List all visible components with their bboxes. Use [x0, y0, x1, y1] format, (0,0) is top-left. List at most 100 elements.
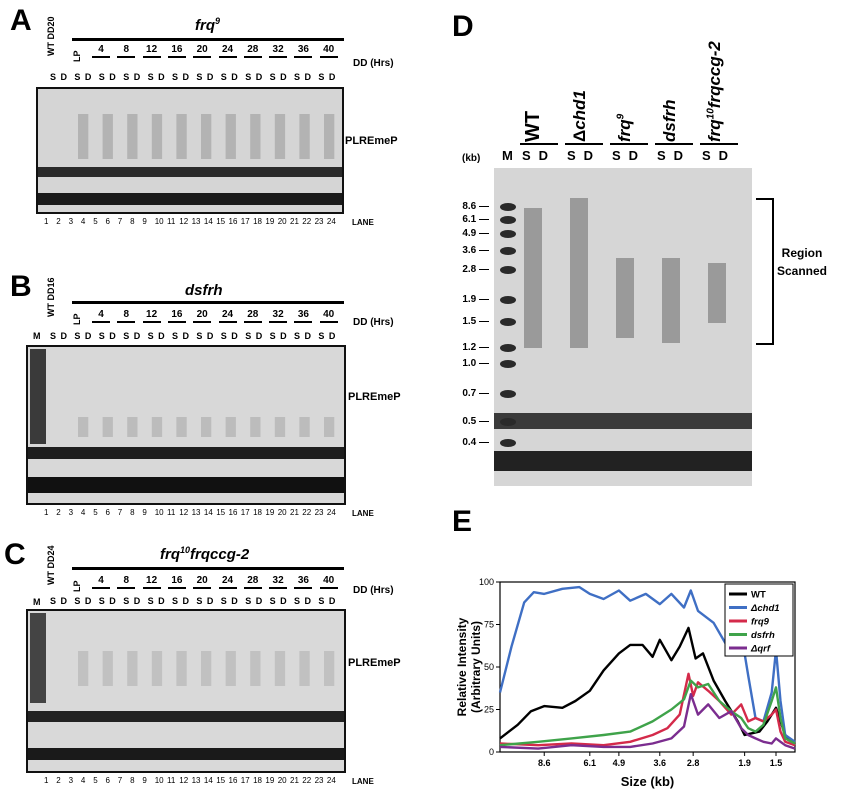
- hour-label: 4: [90, 575, 112, 589]
- sd-pair-label: S D: [269, 331, 288, 341]
- legend-label: WT: [751, 590, 766, 601]
- blot-smear: [250, 417, 261, 437]
- panel-b-marker-label: M: [33, 331, 41, 341]
- blot-smear: [102, 417, 113, 437]
- lane-number: 20: [277, 776, 287, 785]
- sd-pair-label: S D: [269, 72, 288, 82]
- lane-number: 19: [265, 508, 275, 517]
- panel-d-kb-label: (kb): [462, 153, 481, 164]
- lane-number: 13: [191, 217, 201, 226]
- lane-number: 2: [56, 776, 61, 785]
- hour-label: 40: [318, 44, 340, 58]
- panel-a-lane-numbers: 1 2 3 4 5 6 7 8 9 10 11 12 13 14 15 16 17 18 19 20 21 22 23 24: [44, 217, 344, 227]
- panel-a-letter: A: [10, 4, 32, 37]
- panel-d-smear: [662, 258, 680, 343]
- lane-number: 3: [68, 217, 74, 226]
- sd-pair-label: S D: [172, 331, 191, 341]
- lane-number: 7: [117, 217, 123, 226]
- x-tick-label: 3.6: [654, 758, 667, 768]
- panel-d-smear: [570, 198, 588, 348]
- blot-smear: [151, 651, 163, 686]
- sd-pair-label: S D: [220, 72, 239, 82]
- blot-smear: [176, 417, 187, 437]
- sd-pair-label: S D: [318, 72, 337, 82]
- lane-number: 17: [240, 217, 250, 226]
- blot-smear: [151, 417, 163, 437]
- lane-number: 1: [44, 508, 49, 517]
- lane-number: 10: [154, 217, 164, 226]
- lane-number: 6: [105, 217, 110, 226]
- hour-label: 40: [318, 575, 340, 589]
- panel-b-lane-numbers: 1 2 3 4 5 6 7 8 9 10 11 12 13 14 15 16 17 18 19 20 21 22 23 24: [44, 508, 344, 518]
- panel-e-letter: E: [452, 505, 473, 538]
- lane-number: 14: [203, 776, 213, 785]
- hour-label: 12: [141, 44, 163, 58]
- panel-c-strain-label: frq10frqccg-2: [160, 545, 250, 563]
- panel-c-lp-label: LP: [72, 580, 82, 592]
- panel-c-probe-label: PLREmeP: [348, 657, 401, 669]
- hour-label: 40: [318, 309, 340, 323]
- y-tick-label: 100: [479, 577, 494, 587]
- lane-number: 7: [117, 776, 123, 785]
- lane-number: 22: [302, 217, 312, 226]
- series-line-dsfrh: [499, 679, 796, 747]
- sd-pair-label: S D: [98, 596, 117, 606]
- panel-d-size-label: 0.5 —: [462, 416, 489, 427]
- lane-number: 11: [167, 776, 176, 785]
- panel-d-sd-pair: SD: [702, 148, 737, 163]
- sd-pair-label: S D: [269, 596, 288, 606]
- legend-label: Δchd1: [750, 603, 780, 614]
- panel-d-strain-label: frq9: [615, 113, 634, 142]
- panel-d-sd-pair: SD: [522, 148, 557, 163]
- panel-d-blot-image: [494, 168, 752, 486]
- sd-pair-label: S D: [196, 331, 215, 341]
- sd-pair-label: S D: [123, 72, 142, 82]
- lane-number: 18: [253, 508, 262, 517]
- sd-pair-label: S D: [220, 331, 239, 341]
- panel-a-hours-row: 4 8 12 16 20 24 28 32 36 40: [90, 44, 350, 58]
- lane-number: 11: [167, 217, 176, 226]
- panel-d-sd-pair: SD: [612, 148, 647, 163]
- x-tick-label: 4.9: [613, 758, 626, 768]
- panel-c-control-label: WT DD24: [46, 545, 56, 585]
- hour-label: 16: [166, 575, 188, 589]
- panel-d-sd-pair: SD: [657, 148, 692, 163]
- sd-pair-label: S D: [50, 331, 69, 341]
- blot-smear: [250, 651, 261, 686]
- blot-smear: [201, 417, 212, 437]
- lane-number: 6: [105, 776, 110, 785]
- panel-d-strain-bar: [520, 143, 558, 145]
- lane-number: 19: [265, 217, 275, 226]
- panel-d-size-label: 0.7 —: [462, 388, 489, 399]
- series-line-WT: [499, 626, 796, 745]
- sd-pair-label: S D: [196, 596, 215, 606]
- lane-number: 18: [253, 217, 262, 226]
- lane-number: 20: [277, 217, 287, 226]
- panel-d-strain-headers: WT Δchd1 frq9 dsfrh frq10frqccg-2 M SD SD SD SD SD: [500, 0, 760, 163]
- ladder-band: [500, 390, 516, 398]
- lane-number: 24: [326, 508, 336, 517]
- panel-d-smear: [708, 263, 726, 323]
- panel-d-size-label: 2.8 —: [462, 264, 489, 275]
- x-tick-label: 2.8: [687, 758, 700, 768]
- lane-number: 5: [93, 776, 98, 785]
- sd-pair-label: S D: [98, 331, 117, 341]
- sd-pair-label: S D: [74, 331, 93, 341]
- ladder-band: [500, 439, 516, 447]
- blot-smear: [151, 114, 163, 159]
- panel-d-size-label: 1.2 —: [462, 342, 489, 353]
- hour-label: 32: [267, 575, 289, 589]
- panel-d-blot: [494, 168, 752, 486]
- sd-pair-label: S D: [318, 596, 337, 606]
- lane-number: 1: [44, 217, 49, 226]
- blot-smear: [250, 114, 261, 159]
- ladder-band: [500, 247, 516, 255]
- panel-d-strain-bar: [610, 143, 648, 145]
- panel-c-marker-label: M: [33, 597, 41, 607]
- lane-number: 14: [203, 508, 213, 517]
- x-tick-label: 1.5: [770, 758, 783, 768]
- blot-smear: [324, 651, 335, 686]
- panel-d-strain-label: dsfrh: [660, 99, 679, 143]
- lane-number: 20: [277, 508, 287, 517]
